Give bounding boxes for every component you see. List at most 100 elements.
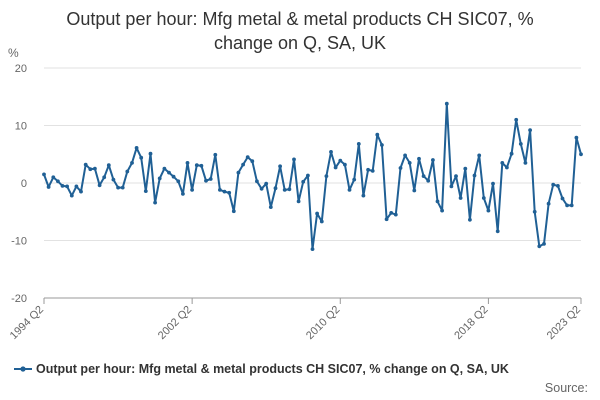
- data-point: [236, 170, 241, 175]
- data-point: [241, 162, 246, 167]
- chart-title: Output per hour: Mfg metal & metal produ…: [0, 7, 600, 55]
- data-point: [338, 158, 343, 163]
- data-point: [255, 179, 259, 184]
- y-tick-label: 0: [21, 178, 27, 190]
- x-tick-label: 2010 Q2: [304, 304, 342, 342]
- data-point: [431, 158, 435, 162]
- data-point: [333, 165, 338, 170]
- data-point: [500, 161, 505, 165]
- data-point: [472, 173, 477, 178]
- data-point: [51, 175, 56, 180]
- data-point: [347, 188, 352, 192]
- data-point: [532, 209, 537, 214]
- data-point: [171, 174, 176, 179]
- data-point: [278, 164, 282, 169]
- data-point: [449, 184, 454, 189]
- data-point: [190, 188, 195, 192]
- chart-title-line-1: Output per hour: Mfg metal & metal produ…: [66, 9, 534, 29]
- data-point: [264, 181, 269, 186]
- y-tick-label: -10: [11, 236, 27, 248]
- data-point: [139, 155, 144, 160]
- y-axis-unit-label: %: [8, 46, 19, 60]
- x-tick-label: 2018 Q2: [452, 304, 490, 342]
- data-point: [306, 173, 310, 178]
- data-point: [370, 169, 375, 173]
- x-tick-label: 2023 Q2: [545, 304, 583, 342]
- y-tick-label: 20: [15, 63, 27, 75]
- data-point: [421, 174, 426, 179]
- data-point: [231, 209, 236, 214]
- data-point: [213, 152, 218, 157]
- data-point: [111, 177, 116, 182]
- data-point: [134, 146, 139, 150]
- data-point: [375, 132, 380, 137]
- data-point: [481, 196, 486, 200]
- data-point: [102, 175, 107, 180]
- data-point: [389, 211, 394, 215]
- data-point: [273, 186, 278, 191]
- data-point: [542, 242, 546, 246]
- x-tick-label: 2002 Q2: [156, 304, 194, 342]
- data-point: [65, 184, 69, 189]
- data-point: [153, 200, 158, 205]
- x-axis: 1994 Q2 2002 Q2 2010 Q2 2018 Q2 2023 Q2: [8, 298, 583, 342]
- data-point: [523, 161, 528, 165]
- y-tick-label: -20: [11, 293, 27, 305]
- data-point: [250, 159, 255, 164]
- x-tick-label: 1994 Q2: [8, 304, 46, 342]
- data-point: [292, 157, 296, 162]
- data-point: [315, 211, 319, 216]
- data-point: [208, 177, 213, 181]
- data-point: [83, 162, 88, 167]
- y-axis: % -20 -10 0 10 20: [8, 46, 27, 305]
- data-point: [167, 170, 171, 175]
- data-point: [93, 166, 97, 171]
- data-point: [227, 190, 232, 195]
- data-point: [384, 217, 389, 222]
- data-point: [565, 203, 569, 208]
- data-point: [116, 185, 120, 190]
- data-point: [194, 163, 199, 168]
- data-point: [125, 169, 130, 174]
- data-point: [560, 196, 565, 201]
- data-point: [181, 192, 185, 196]
- data-point: [130, 161, 134, 165]
- data-point: [361, 193, 366, 198]
- data-point: [245, 155, 250, 160]
- data-point: [412, 188, 417, 193]
- data-point: [176, 179, 181, 184]
- data-point: [46, 185, 51, 189]
- data-point: [218, 188, 222, 192]
- legend[interactable]: Output per hour: Mfg metal & metal produ…: [14, 362, 509, 376]
- data-point: [556, 184, 560, 188]
- data-point: [403, 153, 407, 158]
- data-point: [60, 184, 65, 188]
- data-point: [454, 174, 458, 179]
- data-point: [486, 208, 491, 213]
- data-point: [398, 166, 403, 170]
- data-point: [69, 193, 74, 198]
- data-point: [157, 176, 162, 181]
- data-point: [528, 128, 532, 133]
- chart-title-line-2: change on Q, SA, UK: [213, 33, 387, 53]
- data-point: [491, 181, 495, 186]
- data-point: [74, 184, 79, 189]
- y-tick-label: 10: [15, 121, 27, 133]
- data-point: [287, 187, 292, 192]
- data-point: [259, 186, 264, 191]
- data-point: [204, 178, 208, 183]
- data-point: [143, 189, 148, 194]
- source-label: Source:: [544, 381, 588, 395]
- data-point: [440, 208, 444, 213]
- data-point: [574, 135, 579, 140]
- data-point: [417, 156, 421, 161]
- data-point: [352, 177, 357, 182]
- data-point: [569, 203, 574, 208]
- data-point: [148, 151, 153, 156]
- data-point: [380, 143, 384, 147]
- data-point: [88, 167, 93, 172]
- data-point: [356, 142, 361, 146]
- data-point: [477, 153, 482, 158]
- data-point: [426, 178, 431, 183]
- data-point: [407, 161, 412, 165]
